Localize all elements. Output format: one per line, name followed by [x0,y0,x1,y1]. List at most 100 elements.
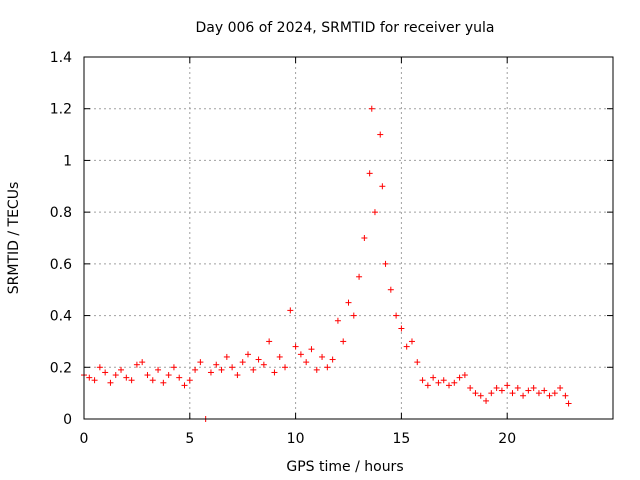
data-point [477,392,484,399]
data-point [144,372,151,379]
data-point [197,359,204,366]
data-point [292,343,299,350]
chart-title: Day 006 of 2024, SRMTID for receiver yul… [195,20,494,36]
data-point [546,392,553,399]
y-tick-label: 0 [63,412,72,428]
data-point [155,366,162,373]
data-point [493,384,500,391]
y-tick-label: 0.4 [50,309,72,325]
data-point [149,377,156,384]
data-point [509,390,516,397]
data-point [451,379,458,386]
data-point [368,105,375,112]
data-point [345,299,352,306]
data-point [340,338,347,345]
data-point [393,312,400,319]
grid [84,57,613,419]
data-point [282,364,289,371]
data-point [504,382,511,389]
data-point [271,369,278,376]
data-point [329,356,336,363]
data-point [440,377,447,384]
data-point [520,392,527,399]
data-point [424,382,431,389]
data-point [535,390,542,397]
data-point [223,353,230,360]
data-point [319,353,326,360]
data-point [366,170,373,177]
y-tick-label: 0.6 [50,257,72,273]
data-point [234,372,241,379]
data-point [525,387,532,394]
data-point [387,286,394,293]
data-point [218,366,225,373]
data-point [419,377,426,384]
data-point [297,351,304,358]
data-point [139,359,146,366]
data-point [192,366,199,373]
data-point [403,343,410,350]
data-point [467,384,474,391]
data-point [207,369,214,376]
data-point [128,377,135,384]
data-points [81,105,572,422]
x-tick-label: 5 [185,431,194,447]
y-tick-label: 1.4 [50,50,72,66]
data-point [483,397,490,404]
data-point [118,366,125,373]
data-point [435,379,442,386]
data-point [472,390,479,397]
data-point [379,183,386,190]
data-point [255,356,262,363]
data-point [123,374,130,381]
y-tick-label: 0.2 [50,360,72,376]
data-point [350,312,357,319]
data-point [250,366,257,373]
y-axis-label: SRMTID / TECUs [6,182,22,295]
data-point [133,361,140,368]
data-point [160,379,167,386]
x-tick-label: 20 [498,431,516,447]
data-point [266,338,273,345]
plot-frame [83,56,614,420]
data-point [107,379,114,386]
data-point [102,369,109,376]
y-tick-label: 1 [63,153,72,169]
data-point [287,307,294,314]
data-point [308,346,315,353]
data-point [176,374,183,381]
data-point [276,353,283,360]
x-tick-labels: 0 5 10 15 20 [80,431,517,447]
data-point [430,374,437,381]
y-tick-labels: 0 0.2 0.4 0.6 0.8 1 1.2 1.4 [50,50,72,428]
x-tick-label: 15 [392,431,410,447]
data-point [565,400,572,407]
data-point [313,366,320,373]
data-point [398,325,405,332]
data-point [91,377,98,384]
data-point [361,235,368,241]
y-tick-label: 1.2 [50,102,72,118]
data-point [557,384,564,391]
data-point [551,390,558,397]
data-point [239,359,246,366]
data-point [377,131,384,138]
data-point [86,374,93,381]
axis-ticks [83,56,613,420]
data-point [324,364,331,371]
data-point [562,392,569,399]
data-point [213,361,220,368]
data-point [112,372,119,379]
data-point [371,209,378,216]
data-point [498,387,505,394]
data-point [541,387,548,394]
data-point [244,351,251,358]
data-point [170,364,177,371]
data-point [334,317,341,324]
x-tick-label: 10 [287,431,305,447]
data-point [456,374,463,381]
data-point [181,382,188,389]
data-point [260,361,267,368]
data-point [96,364,103,371]
